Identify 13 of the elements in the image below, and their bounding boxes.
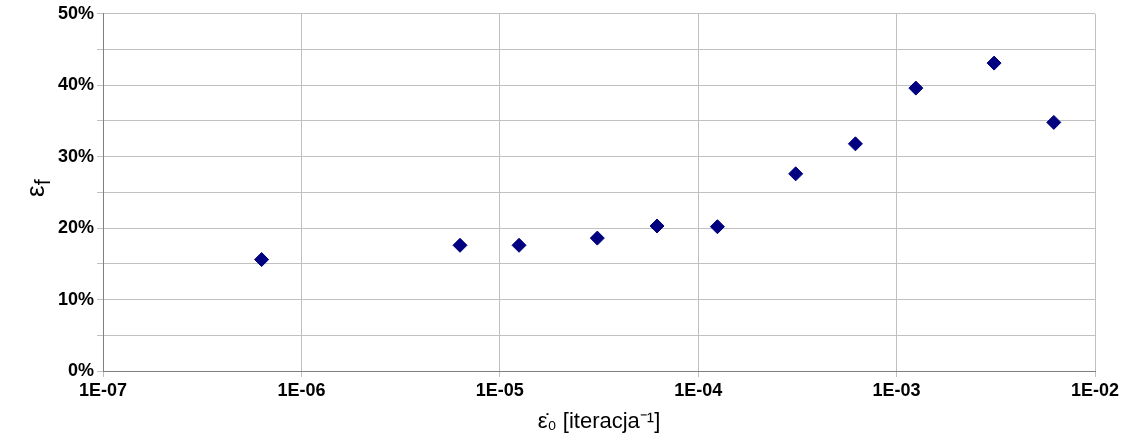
y-tick-label: 0%	[68, 359, 95, 380]
x-tick-label: 1E-06	[277, 379, 326, 400]
x-axis-title: ε̇₀ [iteracja⁻¹]	[537, 407, 661, 433]
x-tick-label: 1E-07	[79, 379, 128, 400]
x-tick-label: 1E-02	[1070, 379, 1120, 400]
x-tick-label: 1E-03	[872, 379, 921, 400]
y-tick-label: 30%	[58, 145, 95, 166]
y-tick-label: 10%	[58, 288, 95, 309]
x-tick-label: 1E-04	[674, 379, 723, 400]
y-tick-label: 40%	[58, 74, 95, 95]
y-tick-label: 50%	[58, 2, 95, 23]
y-tick-label: 20%	[58, 217, 95, 238]
x-tick-label: 1E-05	[475, 379, 524, 400]
